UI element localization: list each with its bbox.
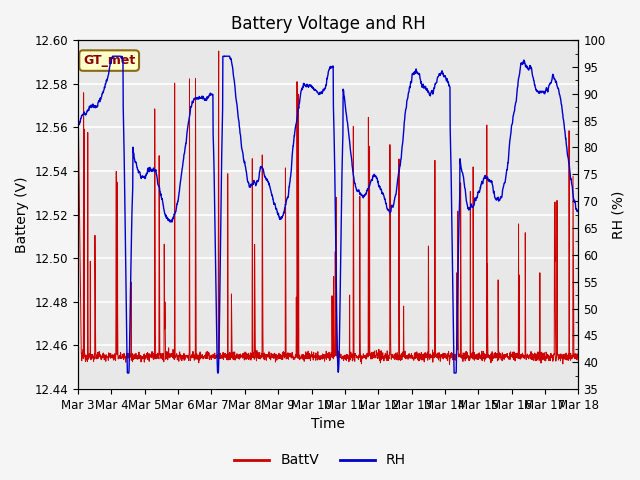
BattV: [545, 355, 552, 361]
BattV: [214, 355, 221, 360]
BattV: [531, 350, 538, 356]
Line: RH: RH: [78, 56, 579, 373]
Y-axis label: Battery (V): Battery (V): [15, 176, 29, 253]
RH: [109, 53, 116, 59]
RH: [74, 120, 82, 126]
Title: Battery Voltage and RH: Battery Voltage and RH: [231, 15, 426, 33]
RH: [575, 207, 582, 213]
RH: [531, 82, 538, 88]
Line: BattV: BattV: [78, 51, 579, 365]
RH: [354, 188, 362, 193]
RH: [545, 85, 552, 91]
RH: [214, 370, 222, 376]
BattV: [353, 354, 361, 360]
BattV: [342, 358, 350, 363]
BattV: [445, 362, 453, 368]
RH: [124, 370, 131, 376]
RH: [343, 113, 351, 119]
BattV: [474, 354, 481, 360]
Y-axis label: RH (%): RH (%): [611, 191, 625, 239]
RH: [474, 192, 481, 198]
Text: GT_met: GT_met: [83, 54, 135, 67]
BattV: [215, 48, 223, 54]
Legend: BattV, RH: BattV, RH: [229, 448, 411, 473]
BattV: [575, 355, 582, 360]
BattV: [74, 92, 82, 98]
X-axis label: Time: Time: [311, 418, 345, 432]
